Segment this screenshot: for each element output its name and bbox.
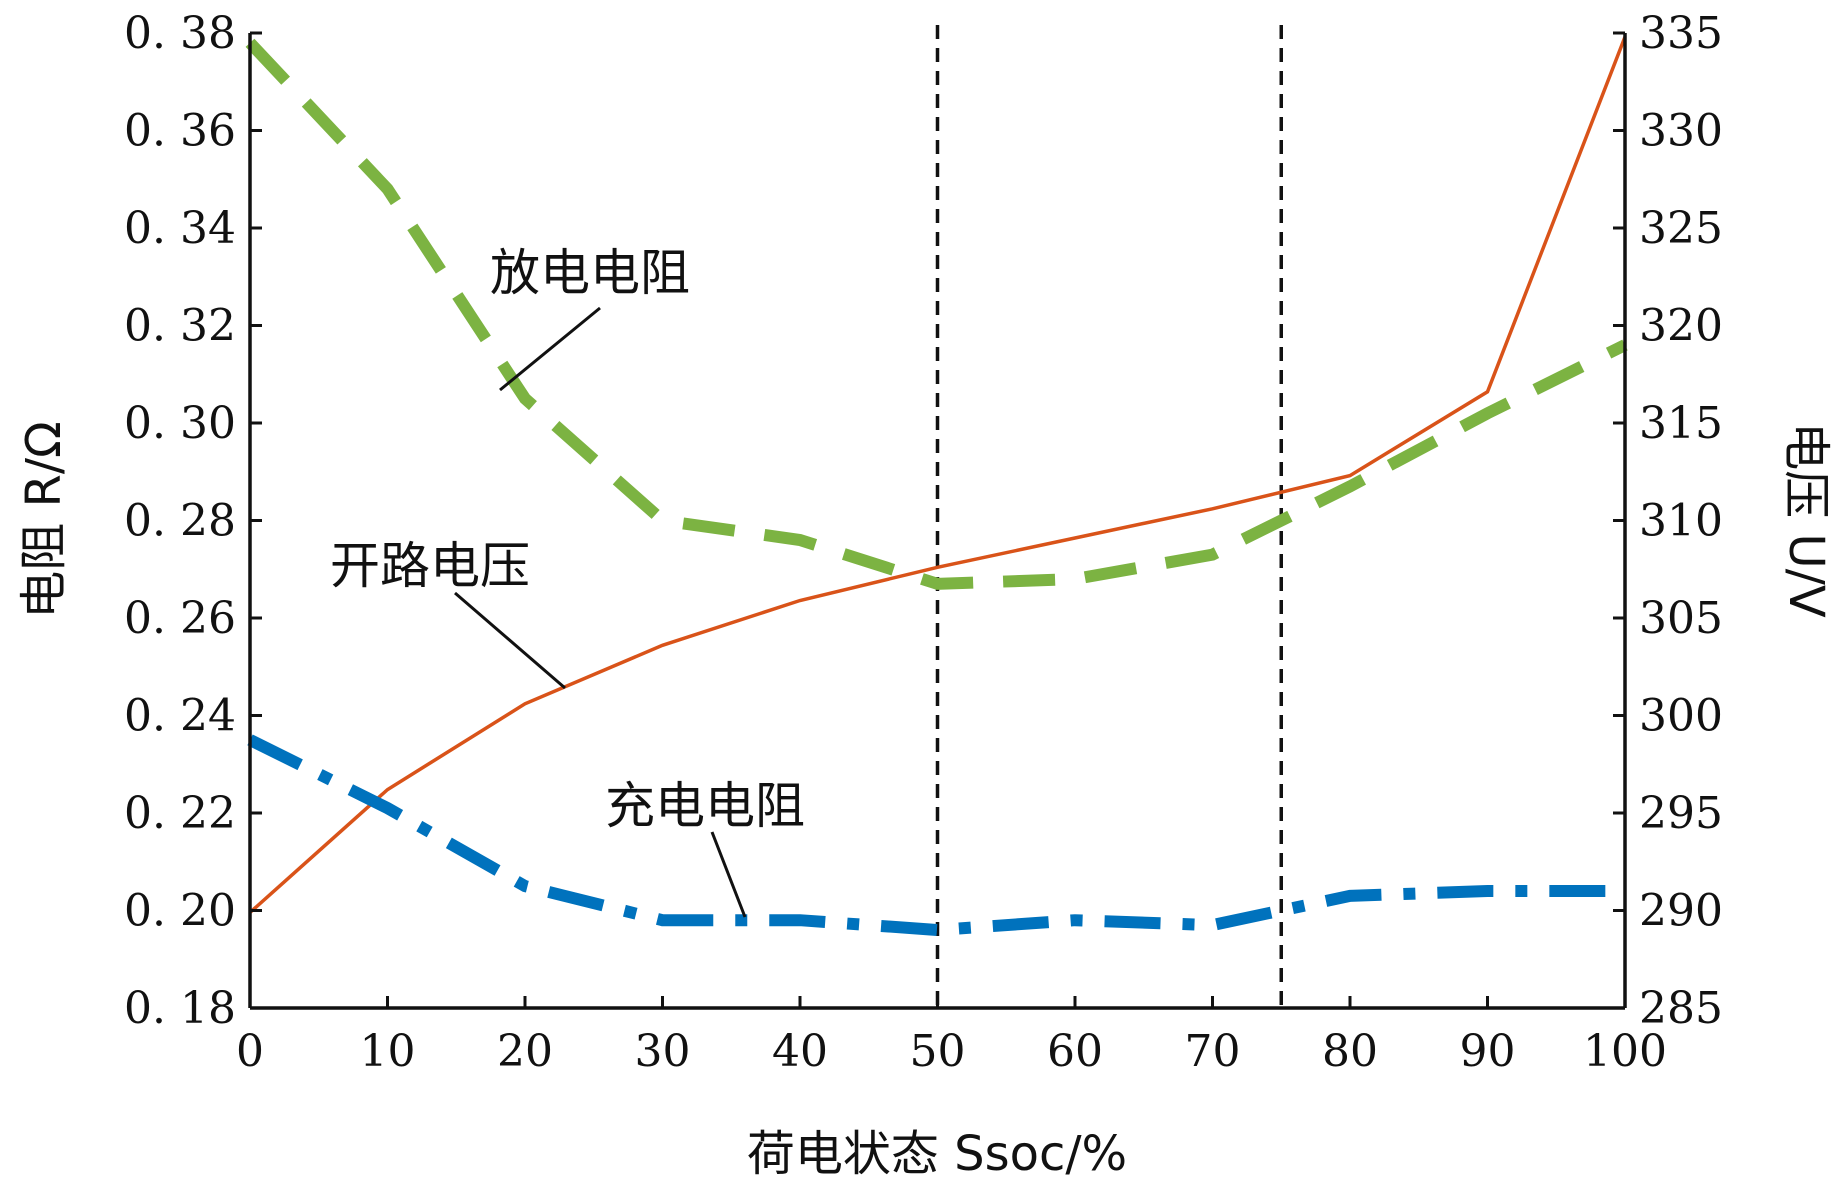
y-right-tick-label: 300 <box>1639 691 1723 742</box>
y-left-tick-label: 0. 20 <box>124 886 236 937</box>
y-left-tick-label: 0. 34 <box>124 203 236 254</box>
y-left-tick-label: 0. 26 <box>124 593 236 644</box>
series-layer <box>245 36 1628 937</box>
annotation-leader-discharge <box>499 306 601 392</box>
x-tick-label: 70 <box>1185 1026 1241 1077</box>
annotation-open-circuit-voltage: 开路电压 <box>330 537 530 595</box>
y-axis-right-label: 电压 U/V <box>1778 422 1834 618</box>
y-right-tick-label: 325 <box>1639 203 1723 254</box>
x-tick-label: 80 <box>1322 1026 1378 1077</box>
x-tick-label: 40 <box>772 1026 828 1077</box>
y-right-tick-label: 295 <box>1639 788 1723 839</box>
y-right-tick-label: 290 <box>1639 886 1723 937</box>
annotation-leader-ocv <box>454 591 566 690</box>
x-tick-label: 90 <box>1460 1026 1516 1077</box>
y-right-tick-label: 320 <box>1639 301 1723 352</box>
x-tick-label: 0 <box>236 1026 264 1077</box>
y-right-tick-label: 330 <box>1639 106 1723 157</box>
x-tick-label: 10 <box>360 1026 416 1077</box>
x-tick-label: 30 <box>635 1026 691 1077</box>
y-left-tick-label: 0. 28 <box>124 496 236 547</box>
series-line-1 <box>245 38 1628 590</box>
y-left-tick-label: 0. 36 <box>124 106 236 157</box>
x-tick-label: 100 <box>1583 1026 1667 1077</box>
annotation-discharge-resistance: 放电电阻 <box>490 244 690 302</box>
y-right-tick-label: 335 <box>1639 8 1723 59</box>
annotations: 放电电阻 开路电压 充电电阻 <box>330 244 805 918</box>
y-left-tick-label: 0. 32 <box>124 301 236 352</box>
y-left-tick-label: 0. 30 <box>124 398 236 449</box>
y-right-tick-label: 310 <box>1639 496 1723 547</box>
reference-lines <box>935 25 1283 1008</box>
y-left-tick-label: 0. 22 <box>124 788 236 839</box>
x-axis-label: 荷电状态 Ssoc/% <box>747 1126 1127 1182</box>
y-left-tick-label: 0. 24 <box>124 691 236 742</box>
annotation-leader-charge <box>710 831 747 918</box>
ticks: 0 10 20 30 40 50 60 70 80 90 100 0. 18 0. 20 0. 22 0. … <box>124 8 1723 1077</box>
x-tick-label: 50 <box>910 1026 966 1077</box>
annotation-charge-resistance: 充电电阻 <box>605 777 805 835</box>
y-right-tick-label: 285 <box>1639 983 1723 1034</box>
y-left-tick-label: 0. 18 <box>124 983 236 1034</box>
y-axis-left-label: 电阻 R/Ω <box>16 421 72 618</box>
x-tick-label: 60 <box>1047 1026 1103 1077</box>
series-line-0 <box>248 36 1627 914</box>
y-right-tick-label: 315 <box>1639 398 1723 449</box>
series-line-2 <box>247 734 1625 937</box>
y-left-tick-label: 0. 38 <box>124 8 236 59</box>
x-tick-label: 20 <box>497 1026 553 1077</box>
y-right-tick-label: 305 <box>1639 593 1723 644</box>
